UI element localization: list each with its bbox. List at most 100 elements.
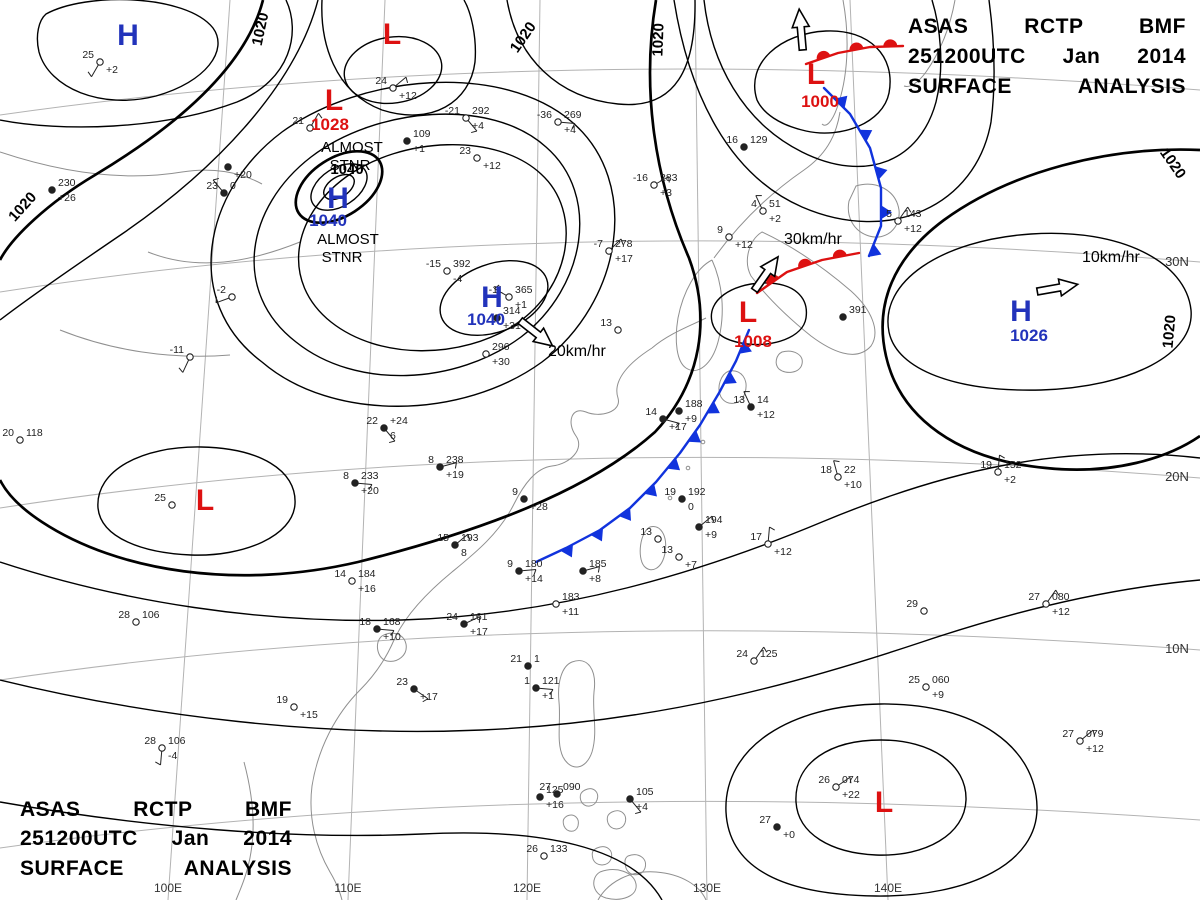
station-circle-icon [614,326,622,334]
station-plot: 13 [640,526,662,543]
cold-front-triangle [739,340,752,354]
cold-front-triangle [868,243,882,257]
pressure-value: 1028 [311,115,349,134]
station-pressure: 080 [1052,591,1070,603]
station-plot: 24 161 +17 [446,611,488,638]
station-circle-icon [132,618,140,626]
wind-barb-feather [907,206,912,213]
pressure-letter: H [327,182,349,215]
station-circle-icon [834,473,842,481]
station-circle-icon [725,233,733,241]
station-pressure: 121 [542,675,560,687]
valid-time: 251200UTC Jan 2014 [908,44,1186,68]
station-temp: 22 [366,415,378,427]
station-pressure: 180 [525,558,543,570]
station-pressure: 125 [760,648,778,660]
station-plot: 29 [906,598,928,615]
longitude-label: 110E [334,881,361,895]
station-pressure: 292 [472,105,490,117]
station-plot: 23 +12 [459,145,501,172]
station-circle-icon [515,567,523,575]
station-tendency: +16 [546,799,564,811]
station-temp: -15 [426,258,441,270]
warm-front-semicircle [766,274,779,286]
station-circle-icon [228,293,236,301]
cold-front-triangle [723,371,737,385]
annotation-text: ALMOST [317,231,379,248]
station-plot: 27 +0 [759,814,795,841]
station-circle-icon [373,625,381,633]
low-pressure-center: L [196,484,214,517]
speed-label: 10km/hr [1082,249,1140,266]
station-circle-icon [773,823,781,831]
station-temp: 21 [510,653,522,665]
station-tendency: +2 [1004,474,1016,486]
wind-barb-feather [1092,729,1096,736]
station-plot: 17 +12 [750,526,792,558]
station-plot: +20 [224,163,252,181]
station-plot: -11 [170,344,194,373]
warm-front [755,249,861,295]
cold-front-triangle [667,457,681,471]
station-pressure: 269 [564,109,582,121]
pressure-letter: H [117,19,139,52]
arrow-icon [750,255,780,294]
station-tendency: -4 [453,273,462,285]
station-tendency: +17 [669,421,687,433]
wind-barb-feather [620,238,624,245]
station-circle-icon [168,501,176,509]
station-circle-icon [224,163,232,171]
station-plot: 13 +7 [661,544,697,571]
station-pressure: 1 [534,653,540,665]
station-tendency: +12 [904,223,922,235]
station-plot: 19 192 0 [664,486,705,513]
station-pressure: 14 [757,394,769,406]
station-temp: 14 [334,568,346,580]
station-circle-icon [443,267,451,275]
station-circle-icon [759,207,767,215]
station-plot: 185+8 [579,558,607,585]
station-tendency: +31 [503,320,521,332]
station-plot: 24 +12 [375,75,417,102]
station-circle-icon [579,567,587,575]
station-pressure: 238 [446,454,464,466]
station-plot: 22 +24 6 [366,415,408,444]
station-tendency: +16 [358,583,376,595]
station-circle-icon [839,313,847,321]
station-temp: -36 [537,109,552,121]
station-pressure: 184 [358,568,376,580]
warm-front-semicircle [883,39,898,47]
station-pressure: 283 [660,172,678,184]
speed-label: 30km/hr [784,231,842,248]
cold-front-triangle [874,166,888,180]
station-circle-icon [482,350,490,358]
station-temp: 9 [512,486,518,498]
wind-barb-feather [178,367,184,373]
station-tendency: +20 [234,169,252,181]
station-temp: 14 [645,406,657,418]
station-temp: 28 [118,609,130,621]
station-temp: 26 [526,843,538,855]
isobar-label: 1040 [330,161,363,178]
station-circle-icon [675,553,683,561]
station-pressure: 118 [26,427,43,439]
station-temp: 18 [359,616,371,628]
station-plot: -21 292 +4 [445,105,490,134]
station-temp: 18 [820,464,832,476]
station-tendency: +4 [472,120,484,132]
station-plot: 23 0 [206,177,236,197]
station-circle-icon [695,523,703,531]
station-plot: 296+30 [482,341,510,368]
cold-front-triangle [644,483,658,497]
station-circle-icon [1076,737,1084,745]
wind-barb-feather [390,630,395,636]
station-temp: 15 [437,532,449,544]
pressure-value: 1008 [734,332,772,351]
station-temp: 27 [759,814,771,826]
longitude-label: 120E [513,881,541,895]
station-temp: -7 [594,238,603,250]
longitude-label: 100E [154,881,182,895]
station-tendency: +4 [636,801,648,813]
